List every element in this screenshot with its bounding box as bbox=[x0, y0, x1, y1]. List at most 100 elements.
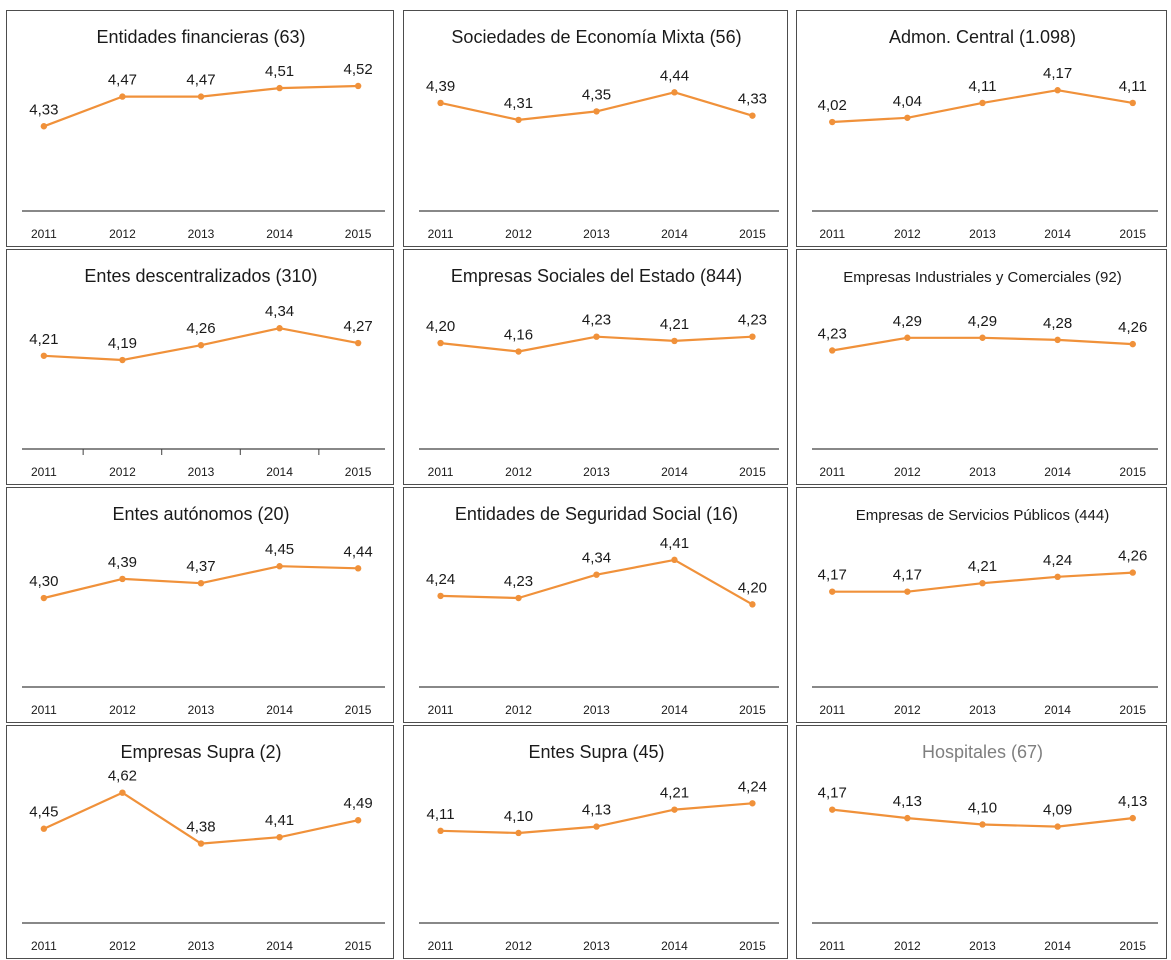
chart-panel: Empresas Sociales del Estado (844) 4,20 20… bbox=[403, 249, 788, 485]
chart-panel: Empresas Supra (2) 4,45 2011 4,62 2012 4,38 20… bbox=[6, 725, 394, 959]
data-point bbox=[904, 114, 911, 121]
data-label: 4,38 bbox=[186, 819, 215, 836]
x-tick-label: 2012 bbox=[894, 227, 921, 241]
data-label: 4,45 bbox=[265, 541, 294, 558]
x-tick-label: 2015 bbox=[739, 465, 766, 479]
data-label: 4,23 bbox=[818, 325, 847, 342]
data-label: 4,41 bbox=[265, 812, 294, 829]
x-tick-label: 2015 bbox=[1119, 465, 1146, 479]
x-tick-label: 2011 bbox=[31, 939, 57, 953]
chart-panel: Entidades de Seguridad Social (16) 4,24 20… bbox=[403, 487, 788, 723]
x-tick-label: 2012 bbox=[109, 227, 136, 241]
x-tick-label: 2012 bbox=[109, 703, 136, 717]
data-label: 4,17 bbox=[1043, 65, 1072, 82]
x-tick-label: 2012 bbox=[109, 465, 136, 479]
data-point bbox=[1054, 336, 1061, 344]
data-point bbox=[593, 333, 600, 340]
data-point bbox=[276, 84, 283, 92]
chart-panel: Entes Supra (45) 4,11 2011 4,10 2012 4,13 2013… bbox=[403, 725, 788, 959]
line-chart: Empresas de Servicios Públicos (444) 4,17… bbox=[812, 507, 1158, 717]
data-label: 4,19 bbox=[108, 335, 137, 352]
data-point bbox=[904, 334, 911, 341]
chart-title: Hospitales (67) bbox=[922, 742, 1043, 762]
x-tick-label: 2011 bbox=[819, 465, 845, 479]
data-label: 4,09 bbox=[1043, 802, 1072, 819]
data-point bbox=[515, 116, 522, 124]
x-tick-label: 2013 bbox=[583, 465, 610, 479]
x-tick-label: 2014 bbox=[661, 465, 688, 479]
data-point bbox=[515, 348, 522, 355]
data-label: 4,44 bbox=[344, 543, 373, 560]
data-label: 4,10 bbox=[504, 808, 533, 825]
data-label: 4,11 bbox=[1119, 78, 1147, 95]
x-tick-label: 2013 bbox=[188, 227, 215, 241]
chart-panel: Empresas de Servicios Públicos (444) 4,17… bbox=[796, 487, 1167, 723]
x-tick-label: 2011 bbox=[31, 703, 57, 717]
x-tick-label: 2013 bbox=[188, 703, 215, 717]
data-label: 4,39 bbox=[108, 554, 137, 571]
data-label: 4,20 bbox=[738, 579, 767, 596]
line-chart: Empresas Supra (2) 4,45 2011 4,62 2012 4,38 20… bbox=[22, 742, 385, 953]
data-point bbox=[1054, 573, 1061, 581]
chart-panel: Admon. Central (1.098) 4,02 2011 4,04 2012 4,… bbox=[796, 10, 1167, 247]
data-point bbox=[1129, 99, 1136, 107]
data-label: 4,34 bbox=[582, 550, 611, 567]
data-label: 4,28 bbox=[1043, 315, 1072, 332]
x-tick-label: 2011 bbox=[31, 227, 57, 241]
data-label: 4,24 bbox=[426, 571, 455, 588]
data-point bbox=[829, 588, 836, 595]
x-tick-label: 2014 bbox=[661, 703, 688, 717]
data-point bbox=[119, 789, 126, 796]
data-point bbox=[197, 579, 205, 587]
data-point bbox=[1129, 569, 1136, 576]
x-tick-label: 2013 bbox=[969, 227, 996, 241]
data-label: 4,31 bbox=[504, 95, 533, 112]
x-tick-label: 2013 bbox=[583, 227, 610, 241]
data-label: 4,34 bbox=[265, 303, 294, 320]
chart-title: Entes Supra (45) bbox=[528, 742, 664, 762]
data-point bbox=[1054, 823, 1061, 830]
x-tick-label: 2011 bbox=[819, 939, 845, 953]
data-label: 4,49 bbox=[344, 795, 373, 812]
x-tick-label: 2013 bbox=[583, 939, 610, 953]
line-chart: Entes Supra (45) 4,11 2011 4,10 2012 4,13 2013… bbox=[419, 742, 779, 953]
chart-title: Entes autónomos (20) bbox=[112, 504, 289, 524]
data-label: 4,62 bbox=[108, 768, 137, 785]
chart-title: Entidades de Seguridad Social (16) bbox=[455, 504, 738, 524]
data-label: 4,52 bbox=[344, 61, 373, 78]
data-point bbox=[593, 823, 600, 830]
x-tick-label: 2012 bbox=[505, 465, 532, 479]
x-tick-label: 2011 bbox=[428, 465, 454, 479]
chart-panel: Entes descentralizados (310) 4,21 2011 4,19… bbox=[6, 249, 394, 485]
data-label: 4,35 bbox=[582, 86, 611, 103]
x-tick-label: 2014 bbox=[266, 227, 293, 241]
data-point bbox=[593, 571, 600, 578]
x-tick-label: 2014 bbox=[266, 465, 293, 479]
data-label: 4,29 bbox=[968, 313, 997, 330]
data-label: 4,39 bbox=[426, 78, 455, 95]
chart-title: Empresas Industriales y Comerciales (92) bbox=[843, 269, 1121, 286]
data-label: 4,24 bbox=[738, 778, 767, 795]
data-point bbox=[1054, 87, 1061, 94]
data-point bbox=[1129, 814, 1136, 822]
data-point bbox=[119, 575, 126, 583]
data-point bbox=[979, 579, 986, 587]
data-point bbox=[904, 814, 911, 822]
x-tick-label: 2011 bbox=[428, 939, 454, 953]
data-point bbox=[979, 99, 986, 107]
data-point bbox=[354, 565, 362, 572]
line-chart: Admon. Central (1.098) 4,02 2011 4,04 2012 4,… bbox=[812, 27, 1158, 241]
data-label: 4,20 bbox=[426, 318, 455, 335]
data-point bbox=[979, 821, 986, 828]
data-point bbox=[671, 337, 678, 345]
data-point bbox=[749, 333, 756, 340]
chart-title: Empresas Sociales del Estado (844) bbox=[451, 266, 742, 286]
data-label: 4,23 bbox=[738, 312, 767, 329]
data-label: 4,16 bbox=[504, 327, 533, 344]
data-label: 4,11 bbox=[427, 806, 455, 823]
chart-title: Sociedades de Economía Mixta (56) bbox=[451, 27, 741, 47]
data-point bbox=[671, 556, 678, 564]
x-tick-label: 2013 bbox=[188, 939, 215, 953]
x-tick-label: 2015 bbox=[739, 703, 766, 717]
data-label: 4,23 bbox=[582, 312, 611, 329]
